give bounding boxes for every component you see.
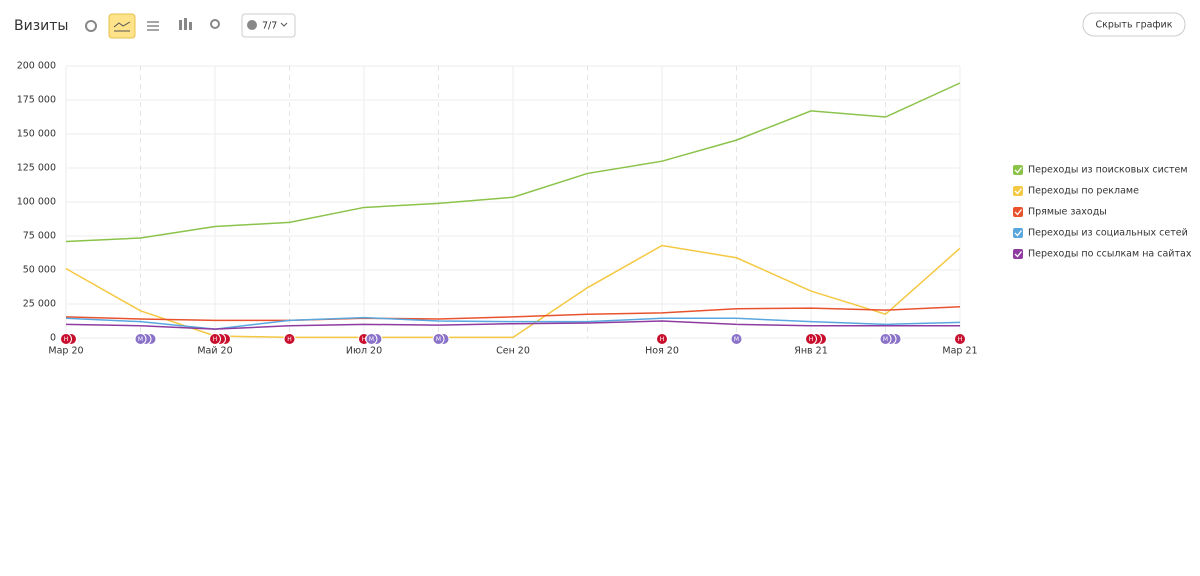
legend-check [1013,207,1023,217]
event-marker [432,333,445,345]
view-icons[interactable] [85,13,220,39]
event-label: Н [958,336,963,343]
y-tick-label: 25 000 [23,299,56,310]
legend-tick [1014,167,1023,174]
legend-label: Прямые заходы [1028,207,1107,218]
y-tick-label: 125 000 [17,163,56,174]
event-label: Н [213,336,218,343]
event-label: М [436,336,441,343]
x-tick-label: Ноя 20 [645,346,679,357]
event-label: М [138,336,143,343]
series-line [65,320,960,330]
hide-label: Скрыть график [1096,20,1173,31]
x-tick-label: Мар 20 [48,346,83,357]
x-tick-label: Мар 21 [942,346,977,357]
comments-count: 7/7 [262,21,277,32]
legend-label: Переходы по ссылкам на сайтах [1028,249,1192,260]
event-marker [209,333,221,345]
event-label: Н [64,336,69,343]
event-marker [283,333,296,345]
event-marker [60,333,72,345]
legend-label: Переходы из социальных сетей [1028,228,1188,239]
series-line [65,82,961,243]
comments-button[interactable] [241,13,296,38]
legend-tick [1014,209,1023,216]
event-marker [134,333,147,345]
title: Визиты [14,18,68,34]
event-label: М [883,336,888,343]
legend-label: Переходы по рекламе [1028,186,1139,197]
event-marker [730,333,743,345]
legend-tick [1014,251,1023,258]
legend-check [1013,249,1023,259]
event-marker [805,333,817,345]
y-tick-label: 0 [50,333,56,344]
event-label: М [369,336,374,343]
legend-tick [1014,230,1023,237]
y-tick-label: 200 000 [17,61,56,72]
hide-button[interactable] [1082,12,1186,37]
legend-check [1013,228,1023,238]
x-tick-label: Июл 20 [346,346,382,357]
event-label: Н [809,336,814,343]
x-tick-label: Май 20 [197,346,232,357]
series-line [65,305,961,322]
legend-check [1013,165,1023,175]
y-tick-label: 75 000 [23,231,56,242]
legend-label: Переходы из поисковых систем [1028,165,1188,176]
event-marker [954,333,966,345]
x-tick-label: Янв 21 [794,346,828,357]
event-label: Н [362,336,367,343]
event-label: Н [287,336,292,343]
event-label: М [734,336,739,343]
legend-check [1013,186,1023,196]
event-marker [365,333,378,345]
y-tick-label: 175 000 [17,95,56,106]
event-label: Н [660,336,665,343]
y-tick-label: 100 000 [17,197,56,208]
x-tick-label: Сен 20 [496,346,530,357]
event-marker [656,333,668,345]
event-marker [879,333,892,345]
y-tick-label: 150 000 [17,129,56,140]
legend-tick [1014,188,1023,195]
y-tick-label: 50 000 [23,265,56,276]
